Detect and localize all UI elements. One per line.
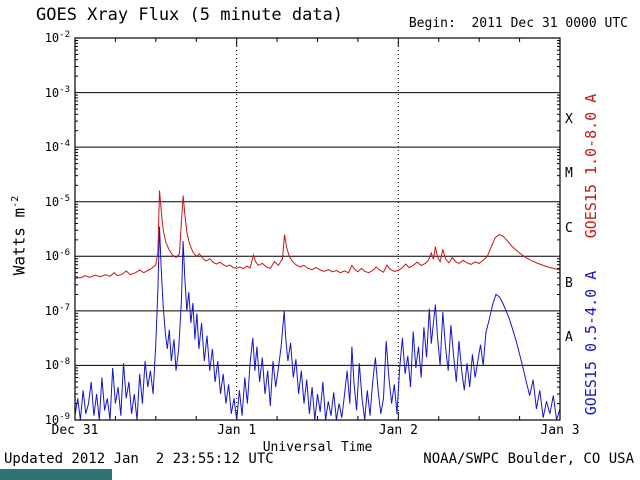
x-tick-label: Jan 3 <box>540 423 580 438</box>
bottom-left-bar <box>0 469 112 480</box>
y-axis-label: Watts m-2 <box>10 181 29 291</box>
credit-text: NOAA/SWPC Boulder, CO USA <box>423 451 634 467</box>
y-tick-label: 10-4 <box>44 139 70 155</box>
flare-class-label: C <box>565 221 573 236</box>
x-tick-label: Jan 2 <box>378 423 418 438</box>
long-channel-line <box>74 190 561 279</box>
flare-class-label: X <box>565 111 573 127</box>
y-tick-label: 10-3 <box>44 84 70 100</box>
x-axis-label: Universal Time <box>262 440 373 455</box>
legend-long-channel: GOES15 1.0-8.0 A <box>582 93 600 239</box>
y-axis-label-exponent: -2 <box>10 195 22 208</box>
y-tick-label: 10-9 <box>44 412 70 427</box>
x-tick-label: Jan 1 <box>217 423 257 438</box>
y-tick-label: 10-6 <box>44 248 70 264</box>
updated-timestamp: Updated 2012 Jan 2 23:55:12 UTC <box>4 451 274 467</box>
y-axis-label-base: Watts m <box>9 207 29 276</box>
y-tick-label: 10-5 <box>44 193 70 209</box>
flare-class-label: M <box>565 166 573 182</box>
begin-timestamp: Begin: 2011 Dec 31 0000 UTC <box>408 16 628 31</box>
flare-class-label: B <box>565 275 573 291</box>
y-tick-label: 10-8 <box>44 357 70 373</box>
legend-short-channel: GOES15 0.5-4.0 A <box>582 270 600 416</box>
plot-border <box>74 37 561 421</box>
y-tick-label: 10-7 <box>44 302 70 318</box>
short-channel-line <box>74 226 561 421</box>
chart-title: GOES Xray Flux (5 minute data) <box>36 5 344 25</box>
x-tick-label: Dec 31 <box>51 423 99 438</box>
flare-class-label: A <box>565 330 573 346</box>
y-tick-label: 10-2 <box>44 30 70 45</box>
